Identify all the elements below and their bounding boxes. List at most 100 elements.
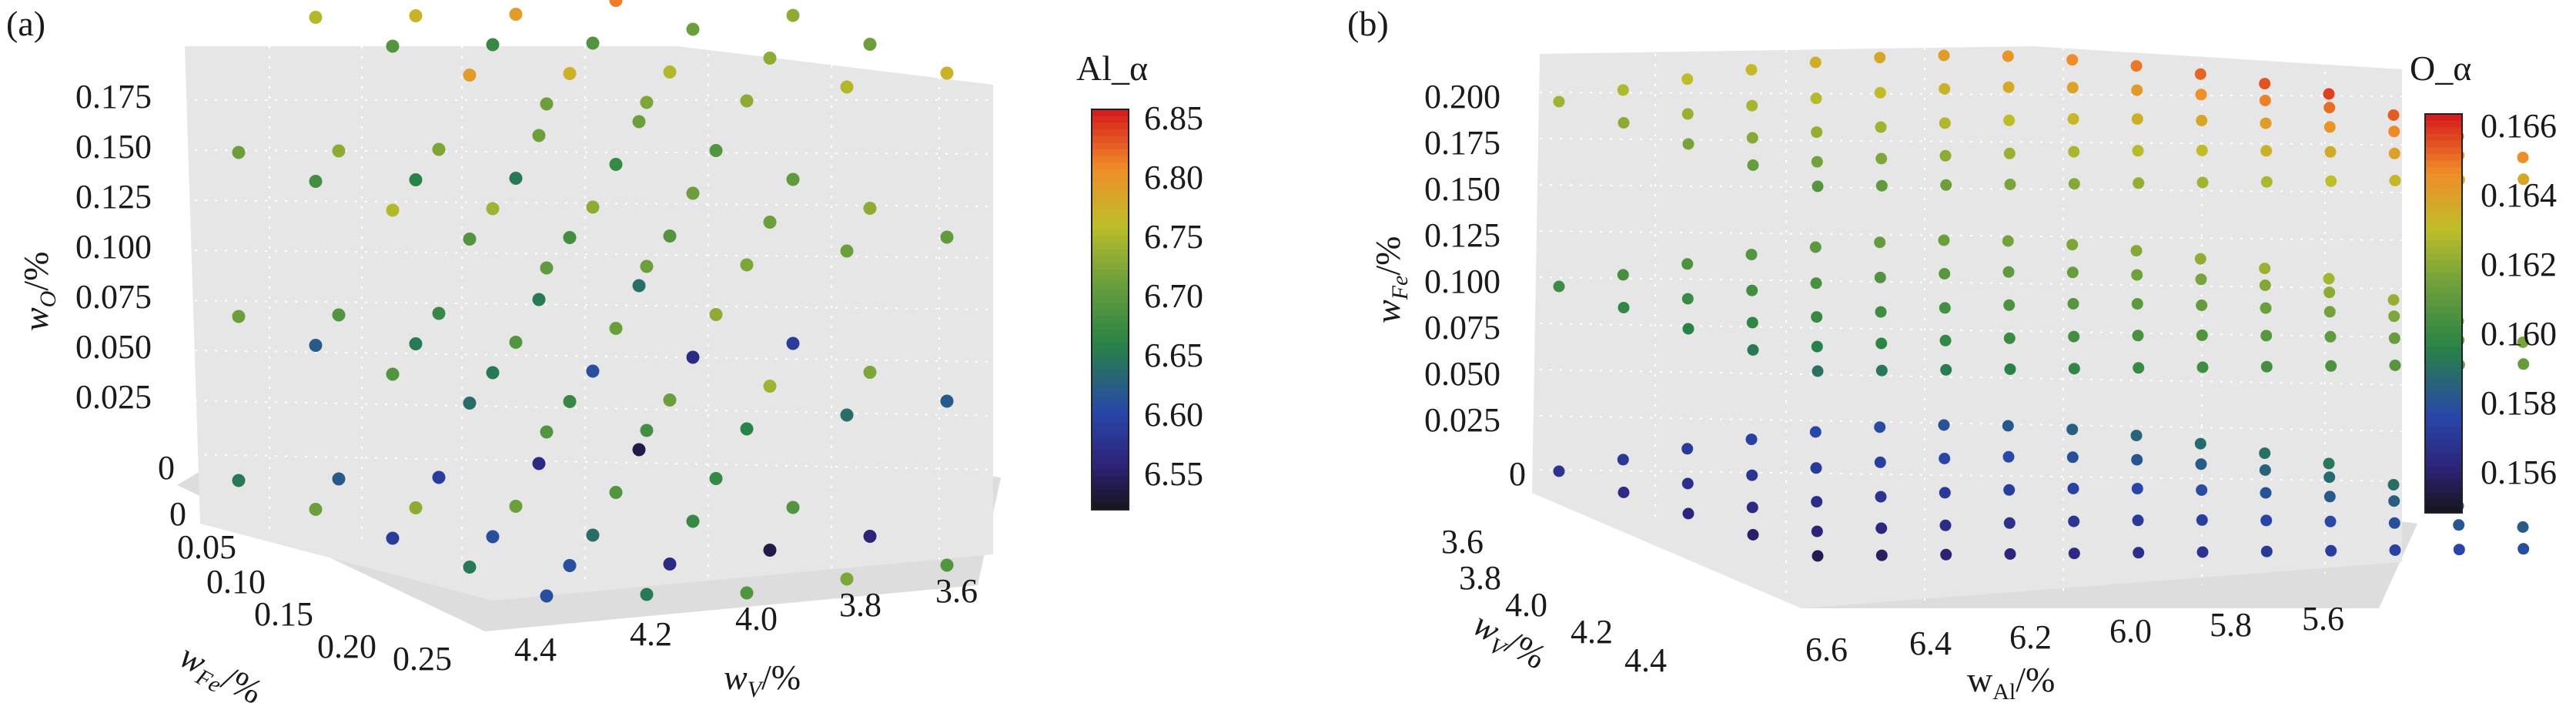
data-point	[709, 472, 723, 485]
y-axis-label-a: wFe/%	[173, 636, 269, 703]
tick-label: 0	[158, 449, 175, 487]
colorbar-segment	[1092, 136, 1129, 144]
colorbar-segment	[1092, 483, 1129, 490]
data-point	[2195, 89, 2207, 101]
data-point	[2388, 495, 2400, 507]
colorbar-segment	[1092, 189, 1129, 197]
data-point	[2323, 102, 2336, 114]
colorbar-segment	[1092, 223, 1129, 230]
panel-label-b: (b)	[1347, 4, 1389, 43]
tick-label: 6.6	[1805, 631, 1848, 668]
colorbar-segment	[1092, 263, 1129, 270]
colorbar-segment	[2425, 160, 2462, 169]
data-point	[2517, 152, 2529, 163]
colorbar-segment	[2425, 440, 2462, 447]
data-point	[2068, 146, 2080, 158]
data-point	[2323, 88, 2335, 100]
data-point	[1617, 454, 1629, 466]
colorbar-segment	[2425, 426, 2462, 434]
colorbar-frame	[2424, 113, 2463, 514]
data-point	[2260, 360, 2273, 373]
tick-label: 0.20	[317, 628, 376, 665]
colorbar-segment	[2425, 433, 2462, 441]
tick-label: 4.2	[630, 615, 672, 653]
colorbar-ticks-a: 6.55 6.60 6.65 6.70 6.75 6.80 6.85	[1144, 99, 1203, 493]
data-point	[1682, 323, 1694, 335]
data-point	[663, 393, 677, 407]
colorbar-segment	[1092, 169, 1129, 177]
data-point	[2324, 146, 2337, 158]
colorbar-segment	[1092, 122, 1129, 130]
data-point	[2388, 126, 2400, 138]
colorbar-segment	[1092, 316, 1129, 324]
data-point	[1875, 490, 1887, 503]
data-point	[2323, 471, 2336, 484]
data-point	[540, 425, 554, 439]
colorbar-a	[1091, 109, 1129, 511]
tick-label: 0.125	[75, 178, 152, 216]
data-point	[486, 530, 500, 544]
data-point	[1812, 550, 1824, 562]
data-point	[1939, 453, 1951, 464]
colorbar-segment	[2425, 479, 2462, 487]
data-point	[509, 336, 523, 349]
data-point	[940, 66, 954, 80]
colorbar-segment	[1092, 476, 1129, 484]
data-point	[2323, 490, 2336, 503]
colorbar-segment	[2425, 360, 2462, 368]
data-point	[863, 530, 877, 543]
colorbar-segment	[1092, 350, 1129, 357]
data-point	[786, 8, 800, 22]
axis-label-unit: /%	[2016, 660, 2055, 699]
data-point	[1875, 549, 1888, 561]
tick-label: 0.166	[2481, 107, 2557, 145]
axis-label-main: w	[1967, 660, 1993, 699]
data-point	[1939, 334, 1952, 346]
data-point	[1939, 487, 1951, 499]
colorbar-segment	[1092, 343, 1129, 350]
data-point	[2196, 546, 2209, 558]
data-point	[2131, 113, 2143, 126]
data-point	[1940, 179, 1952, 191]
data-point	[686, 514, 700, 528]
data-point	[309, 175, 323, 188]
data-point	[1747, 344, 1759, 356]
tick-label: 0.175	[75, 78, 152, 115]
data-point	[663, 229, 677, 243]
tick-label: 3.8	[1459, 559, 1501, 597]
data-point	[940, 230, 954, 244]
data-point	[2195, 458, 2207, 470]
colorbar-segment	[1092, 356, 1129, 364]
colorbar-segment	[2425, 320, 2462, 328]
tick-label: 0.100	[75, 228, 152, 266]
data-point	[2453, 519, 2465, 531]
data-point	[2131, 269, 2143, 281]
data-point	[1747, 529, 1759, 541]
tick-label: 4.4	[1624, 641, 1667, 679]
colorbar-segment	[1092, 496, 1129, 504]
colorbar-segment	[2425, 273, 2462, 281]
axis-label-unit: /%	[16, 252, 55, 291]
data-point	[2067, 483, 2079, 494]
colorbar-segment	[2425, 259, 2462, 268]
data-point	[740, 258, 754, 272]
data-point	[2002, 235, 2014, 247]
tick-label: 5.6	[2302, 600, 2344, 638]
data-point	[2067, 298, 2079, 310]
colorbar-segment	[2425, 293, 2462, 301]
data-point	[863, 202, 877, 215]
tick-label: 0.075	[1424, 309, 1500, 346]
colorbar-segment	[1092, 176, 1129, 184]
y-ticks-b: 3.6 3.8 4.0 4.2 4.4	[1441, 523, 1667, 679]
plot-wall-a	[185, 46, 993, 601]
panel-a: (a) 0.175 0.150 0.125 0.100 0.075 0.050 …	[6, 0, 1203, 703]
data-point	[2195, 273, 2207, 286]
tick-label: 0.150	[1424, 170, 1500, 208]
x-ticks-a: 4.4 4.2 4.0 3.8 3.6	[514, 572, 978, 668]
colorbar-segment	[1092, 463, 1129, 470]
data-point	[2325, 175, 2337, 187]
tick-label: 6.55	[1144, 455, 1203, 493]
colorbar-segment	[2425, 400, 2462, 407]
data-point	[2260, 117, 2272, 129]
data-point	[663, 65, 677, 79]
